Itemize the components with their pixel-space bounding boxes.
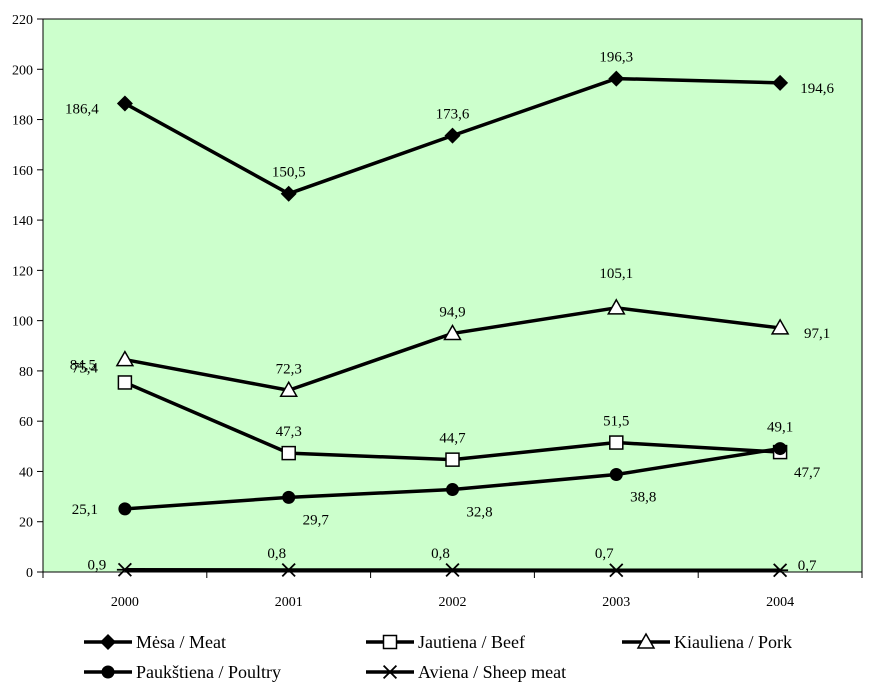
data-label: 32,8	[466, 505, 492, 521]
data-label: 0,7	[595, 546, 614, 562]
point-marker	[444, 562, 461, 578]
data-label: 94,9	[439, 304, 465, 320]
point-marker	[772, 563, 789, 578]
data-label: 0,7	[798, 558, 817, 574]
point-marker	[100, 634, 116, 650]
data-label: 173,6	[436, 107, 470, 123]
point-marker	[382, 664, 398, 680]
legend-item-4: Aviena / Sheep meat	[366, 662, 566, 682]
point-marker	[609, 467, 623, 481]
y-tick-label: 80	[19, 365, 33, 380]
point-marker	[101, 665, 115, 679]
legend-label: Mėsa / Meat	[136, 632, 226, 652]
x-tick-label: 2004	[766, 595, 794, 610]
data-label: 0,8	[431, 546, 450, 562]
series-layer	[115, 70, 790, 578]
y-tick-label: 180	[12, 114, 33, 129]
legend-item-2: Kiauliena / Pork	[622, 632, 792, 652]
y-tick-label: 140	[12, 214, 33, 229]
y-tick-label: 160	[12, 164, 33, 179]
y-tick-label: 40	[19, 465, 33, 480]
data-label: 38,8	[630, 489, 656, 505]
data-label: 47,7	[794, 465, 821, 481]
point-marker	[280, 185, 297, 202]
y-tick-label: 100	[12, 315, 33, 330]
point-marker	[608, 70, 625, 87]
point-marker	[117, 375, 133, 390]
point-marker	[609, 435, 624, 450]
asterisk-stroke	[281, 562, 296, 578]
legend-label: Jautiena / Beef	[418, 632, 525, 652]
data-label: 44,7	[439, 431, 466, 447]
data-label: 0,8	[267, 546, 286, 562]
legend-item-0: Mėsa / Meat	[84, 632, 226, 652]
point-marker	[281, 445, 296, 461]
y-tick-label: 200	[12, 63, 33, 78]
point-marker	[445, 452, 460, 467]
point-marker	[773, 442, 787, 456]
data-label: 0,9	[88, 558, 107, 574]
point-marker	[607, 298, 626, 315]
data-label: 150,5	[272, 165, 306, 181]
point-marker	[772, 74, 789, 91]
legend-item-1: Jautiena / Beef	[366, 632, 525, 652]
data-label: 49,1	[767, 420, 793, 436]
x-tick-label: 2000	[111, 595, 139, 610]
series-3	[118, 442, 787, 516]
data-label: 186,4	[65, 101, 99, 117]
point-marker	[280, 562, 297, 578]
data-label: 75,4	[72, 360, 99, 376]
y-tick-label: 120	[12, 264, 33, 279]
y-axis: 0 20 40 60 80 100 120 140 160 180 200 220	[12, 13, 44, 581]
data-label: 29,7	[303, 512, 330, 528]
legend-label: Paukštiena / Poultry	[136, 662, 281, 682]
y-tick-label: 20	[19, 516, 33, 531]
data-label: 47,3	[276, 424, 302, 440]
asterisk-stroke	[382, 664, 398, 680]
data-label: 25,1	[72, 502, 98, 518]
point-marker	[118, 502, 132, 516]
point-marker	[115, 350, 135, 367]
legend-label: Kiauliena / Pork	[674, 632, 792, 652]
point-marker	[446, 483, 459, 497]
point-marker	[282, 490, 296, 504]
legend-item-3: Paukštiena / Poultry	[84, 662, 281, 682]
plot-area	[42, 18, 863, 573]
asterisk-stroke	[773, 563, 788, 578]
x-tick-label: 2002	[439, 595, 467, 610]
y-tick-label: 60	[19, 415, 33, 430]
series-2	[115, 298, 790, 398]
legend-label: Aviena / Sheep meat	[418, 662, 566, 682]
point-marker	[116, 562, 133, 577]
data-label: 51,5	[603, 414, 629, 430]
point-marker	[636, 632, 656, 649]
x-tick-label: 2003	[602, 595, 630, 610]
asterisk-stroke	[609, 563, 624, 578]
point-marker	[279, 380, 298, 398]
series-4	[116, 562, 789, 578]
x-tick-label: 2001	[275, 595, 303, 610]
point-marker	[444, 127, 461, 144]
point-marker	[608, 563, 625, 578]
point-marker	[770, 318, 790, 335]
point-marker	[443, 323, 462, 341]
y-tick-label: 0	[26, 566, 33, 581]
data-label: 105,1	[599, 266, 633, 282]
x-axis: 2000 2001 2002 2003 2004	[42, 571, 863, 610]
asterisk-stroke	[117, 562, 132, 577]
legend: Mėsa / Meat Jautiena / Beef Kiauliena / Po…	[84, 632, 792, 682]
data-labels: 186,4 150,5 173,6 196,3 194,6 75,4 47,3 44,7 51,…	[65, 50, 834, 575]
series-0	[116, 70, 789, 202]
data-label: 84,5	[70, 358, 96, 374]
data-label: 194,6	[800, 81, 834, 97]
data-label: 97,1	[804, 326, 830, 342]
data-label: 72,3	[276, 361, 302, 377]
point-marker	[382, 634, 398, 650]
data-label: 196,3	[599, 50, 633, 66]
asterisk-stroke	[445, 562, 460, 578]
y-tick-label: 220	[12, 13, 33, 28]
point-marker	[116, 95, 133, 112]
